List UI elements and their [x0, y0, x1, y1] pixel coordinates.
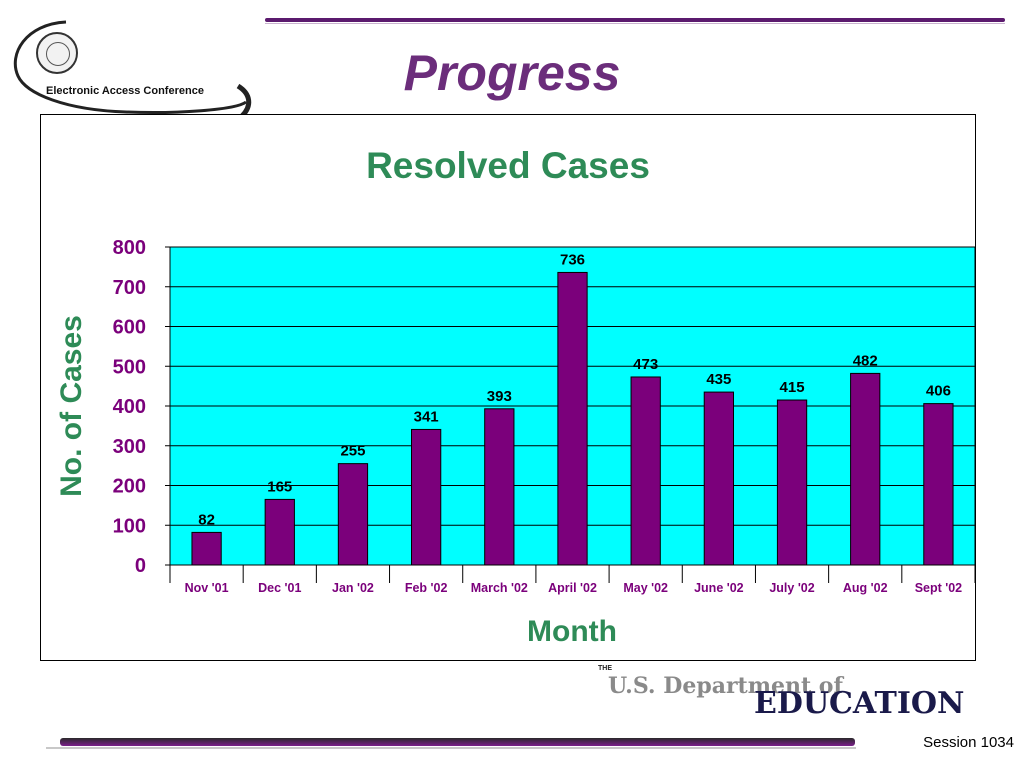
y-tick-label: 600: [113, 317, 146, 339]
bottom-divider-shadow: [46, 747, 856, 749]
data-label: 406: [926, 383, 951, 400]
x-tick-label: Dec '01: [258, 581, 301, 595]
x-tick-label: Jan '02: [332, 581, 374, 595]
y-tick-label: 400: [113, 396, 146, 418]
data-label: 165: [267, 478, 292, 495]
chart-title: Resolved Cases: [366, 145, 650, 186]
bar: [557, 271, 588, 566]
x-tick-label: Aug '02: [843, 581, 888, 595]
bar: [264, 498, 295, 566]
x-tick-label: May '02: [623, 581, 668, 595]
data-label: 435: [706, 371, 731, 388]
x-tick-label: March '02: [471, 581, 528, 595]
top-divider-shadow: [265, 23, 1005, 24]
x-tick-label: July '02: [769, 581, 814, 595]
data-label: 82: [198, 511, 215, 528]
bottom-divider: [60, 738, 855, 746]
conference-label: Electronic Access Conference: [46, 85, 204, 97]
data-label: 482: [853, 352, 878, 369]
x-tick-label: Feb '02: [405, 581, 448, 595]
bar: [191, 531, 222, 566]
logo-department-text: U.S. Department of: [608, 673, 843, 699]
conference-logo: Electronic Access Conference: [6, 14, 264, 124]
y-tick-label: 100: [113, 515, 146, 537]
y-tick-label: 200: [113, 476, 146, 498]
x-axis-label: Month: [527, 615, 617, 648]
x-tick-label: Sept '02: [915, 581, 962, 595]
bar: [923, 403, 954, 566]
y-tick-label: 800: [113, 237, 146, 259]
y-tick-label: 500: [113, 356, 146, 378]
data-label: 393: [487, 388, 512, 405]
bar: [411, 428, 442, 566]
logo-swoosh-icon: [13, 20, 252, 118]
session-label: Session 1034: [923, 734, 1014, 751]
bar: [703, 391, 735, 566]
chart-frame: 0 100 200 300 400 500 600 700 800 82 Nov '01 165 Dec…: [40, 114, 976, 661]
us-department-of-education-logo: THE U.S. Department of EDUCATION: [598, 662, 998, 726]
y-axis-label: No. of Cases: [55, 315, 88, 497]
bar: [484, 408, 515, 566]
data-label: 736: [560, 251, 585, 268]
x-tick-label: June '02: [694, 581, 744, 595]
department-seal-icon: [36, 32, 78, 74]
data-label: 473: [633, 356, 658, 373]
x-tick-label: April '02: [548, 581, 597, 595]
data-label: 415: [780, 379, 805, 396]
data-label: 341: [414, 408, 439, 425]
data-label: 255: [340, 443, 365, 460]
y-tick-label: 700: [113, 277, 146, 299]
y-tick-label: 300: [113, 436, 146, 458]
bar: [337, 463, 369, 566]
y-tick-label: 0: [135, 555, 146, 577]
bar: [630, 376, 661, 566]
slide-title: Progress: [403, 45, 621, 101]
logo-the-text: THE: [598, 665, 612, 672]
bar: [850, 372, 881, 566]
bar-chart: 0 100 200 300 400 500 600 700 800 82 Nov '01 165 Dec…: [55, 145, 975, 648]
top-divider: [265, 18, 1005, 22]
logo-education-text: EDUCATION: [754, 686, 965, 721]
x-tick-label: Nov '01: [185, 581, 229, 595]
bar: [776, 399, 808, 566]
